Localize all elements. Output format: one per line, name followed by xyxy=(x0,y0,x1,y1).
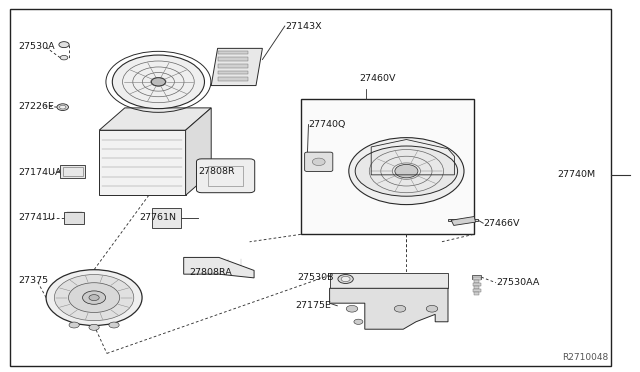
Bar xyxy=(218,71,248,74)
Circle shape xyxy=(68,283,120,312)
Text: 27808RA: 27808RA xyxy=(189,268,232,277)
Circle shape xyxy=(89,295,99,301)
Circle shape xyxy=(354,319,363,324)
Text: 27530A: 27530A xyxy=(18,42,54,51)
Circle shape xyxy=(54,275,134,321)
Circle shape xyxy=(60,55,68,60)
Text: 27460V: 27460V xyxy=(360,74,396,83)
Text: 27740M: 27740M xyxy=(557,170,595,179)
Circle shape xyxy=(83,291,106,304)
Circle shape xyxy=(109,322,119,328)
Text: 27761N: 27761N xyxy=(140,213,177,222)
Text: 27740Q: 27740Q xyxy=(308,120,346,129)
Polygon shape xyxy=(448,219,478,221)
Bar xyxy=(218,57,248,61)
Polygon shape xyxy=(186,108,211,195)
Text: 27143X: 27143X xyxy=(285,22,321,31)
Circle shape xyxy=(46,270,142,326)
Text: 27530AA: 27530AA xyxy=(496,278,540,287)
Text: R2710048: R2710048 xyxy=(562,353,608,362)
Text: 27375: 27375 xyxy=(18,276,48,285)
Bar xyxy=(218,77,248,81)
Circle shape xyxy=(394,305,406,312)
Circle shape xyxy=(349,138,464,205)
Circle shape xyxy=(341,276,350,282)
Bar xyxy=(63,167,83,176)
Bar xyxy=(473,277,481,280)
Text: 27530B: 27530B xyxy=(298,273,334,282)
Circle shape xyxy=(57,104,68,110)
Text: 27175E: 27175E xyxy=(296,301,332,310)
Bar xyxy=(218,64,248,68)
Polygon shape xyxy=(60,165,85,178)
Circle shape xyxy=(395,164,418,178)
Circle shape xyxy=(113,55,205,109)
Polygon shape xyxy=(99,108,211,130)
Bar xyxy=(218,51,248,54)
Polygon shape xyxy=(451,217,476,225)
Polygon shape xyxy=(64,212,84,224)
Circle shape xyxy=(346,305,358,312)
Bar xyxy=(208,166,243,186)
Bar xyxy=(473,289,481,292)
Circle shape xyxy=(152,78,165,86)
Polygon shape xyxy=(211,48,262,86)
Text: 27174UA: 27174UA xyxy=(18,169,61,177)
Polygon shape xyxy=(330,288,448,329)
Circle shape xyxy=(426,305,438,312)
Circle shape xyxy=(89,324,99,330)
Text: 27741U: 27741U xyxy=(18,213,55,222)
Bar xyxy=(474,286,479,289)
Bar xyxy=(330,273,448,288)
FancyBboxPatch shape xyxy=(196,159,255,193)
Ellipse shape xyxy=(355,146,458,196)
Bar xyxy=(301,99,474,234)
Circle shape xyxy=(312,158,325,166)
FancyBboxPatch shape xyxy=(305,152,333,171)
Polygon shape xyxy=(99,130,186,195)
Bar xyxy=(474,280,479,283)
Bar xyxy=(472,275,481,279)
Circle shape xyxy=(59,42,69,48)
Circle shape xyxy=(60,105,66,109)
Text: 27466V: 27466V xyxy=(483,219,520,228)
Bar xyxy=(474,292,479,295)
Circle shape xyxy=(338,275,353,283)
Text: 27226E: 27226E xyxy=(18,102,54,110)
Polygon shape xyxy=(184,257,254,278)
Bar xyxy=(473,283,481,286)
Bar xyxy=(152,208,181,228)
Text: 27808R: 27808R xyxy=(198,167,235,176)
Circle shape xyxy=(69,322,79,328)
